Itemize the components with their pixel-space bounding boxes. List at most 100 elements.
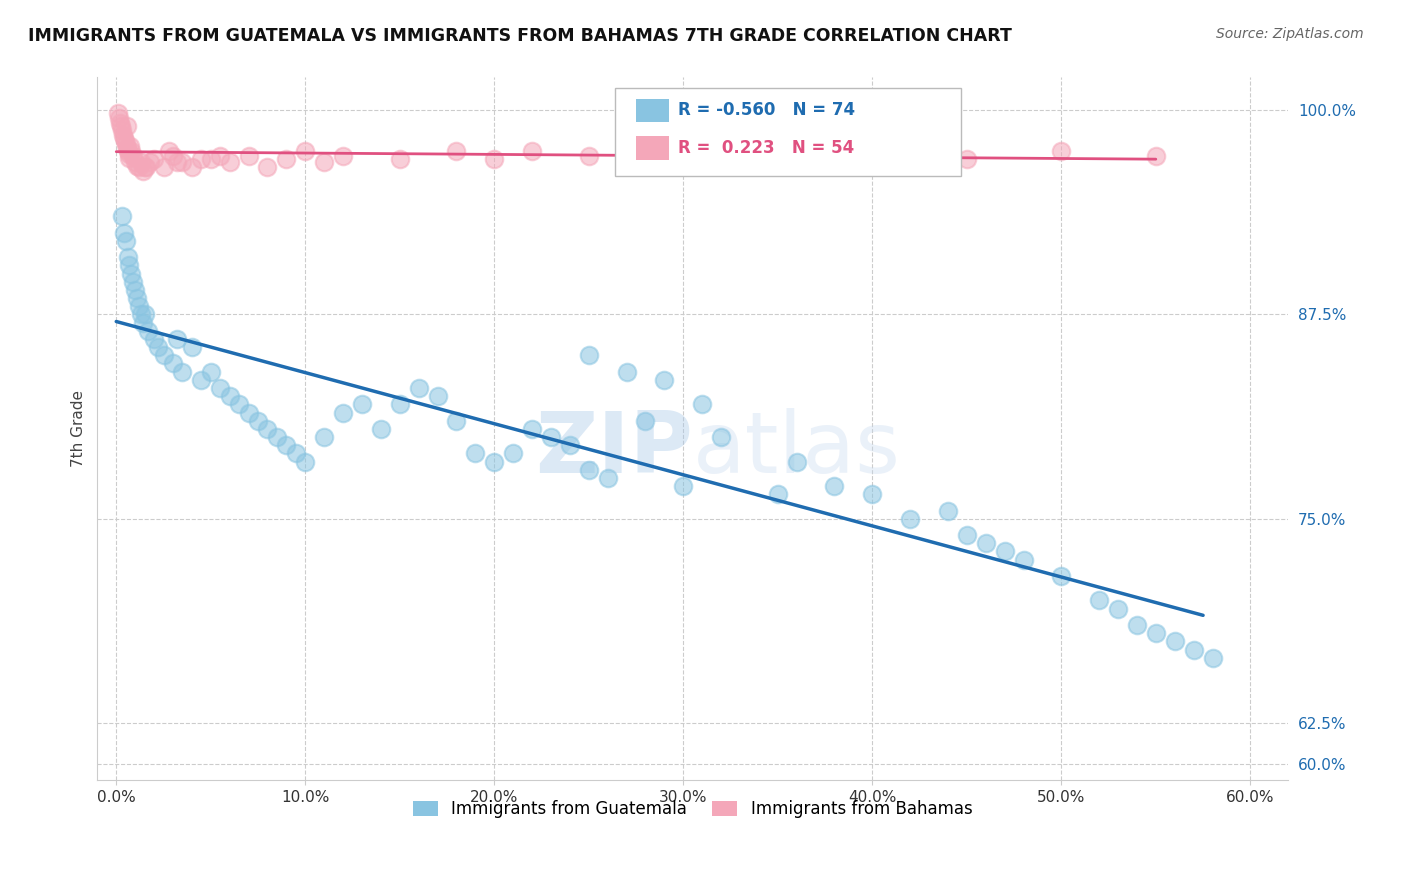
Point: [125, 159, 148, 173]
Point: [200, 365, 222, 379]
Point: [111, 128, 134, 142]
Point: [134, 308, 156, 322]
Point: [634, 414, 657, 428]
Point: [135, 161, 157, 175]
Point: [157, 144, 180, 158]
Point: [218, 155, 240, 169]
Point: [139, 155, 162, 169]
Point: [672, 144, 695, 158]
Point: [132, 316, 155, 330]
Y-axis label: 7th Grade: 7th Grade: [72, 391, 86, 467]
Point: [446, 414, 468, 428]
Point: [180, 340, 202, 354]
Point: [132, 163, 155, 178]
Point: [143, 152, 166, 166]
Point: [596, 471, 619, 485]
Point: [143, 332, 166, 346]
Point: [1050, 569, 1073, 583]
Point: [128, 299, 150, 313]
Point: [1144, 149, 1167, 163]
Point: [190, 152, 212, 166]
Point: [294, 454, 316, 468]
Point: [114, 137, 136, 152]
Point: [766, 149, 789, 163]
Point: [120, 139, 142, 153]
Point: [209, 381, 232, 395]
Point: [256, 422, 278, 436]
Point: [129, 308, 152, 322]
Point: [1201, 650, 1223, 665]
Point: [634, 152, 657, 166]
Point: [256, 161, 278, 175]
Point: [238, 149, 260, 163]
Point: [266, 430, 288, 444]
Point: [152, 161, 174, 175]
Point: [332, 149, 354, 163]
Point: [276, 438, 298, 452]
Point: [1144, 626, 1167, 640]
Point: [200, 152, 222, 166]
Point: [134, 161, 156, 175]
Point: [128, 161, 150, 175]
Point: [446, 144, 468, 158]
Point: [690, 397, 713, 411]
Point: [578, 149, 600, 163]
Point: [502, 446, 524, 460]
Point: [766, 487, 789, 501]
Point: [1164, 634, 1187, 648]
Point: [112, 131, 135, 145]
Point: [860, 487, 883, 501]
Point: [138, 324, 160, 338]
Point: [672, 479, 695, 493]
Text: Source: ZipAtlas.com: Source: ZipAtlas.com: [1216, 27, 1364, 41]
Point: [578, 348, 600, 362]
Point: [1126, 618, 1149, 632]
Point: [228, 397, 250, 411]
Point: [162, 356, 184, 370]
Point: [117, 147, 139, 161]
Point: [112, 226, 135, 240]
Point: [162, 149, 184, 163]
Point: [276, 152, 298, 166]
Point: [115, 120, 138, 134]
Point: [108, 116, 131, 130]
Point: [122, 275, 145, 289]
Point: [578, 463, 600, 477]
Point: [314, 155, 336, 169]
Point: [540, 430, 562, 444]
Point: [1050, 144, 1073, 158]
Point: [284, 446, 307, 460]
Point: [370, 422, 392, 436]
Point: [120, 267, 142, 281]
Point: [994, 544, 1017, 558]
Point: [974, 536, 997, 550]
Point: [294, 144, 316, 158]
Point: [388, 152, 411, 166]
Point: [114, 234, 136, 248]
Point: [114, 134, 136, 148]
Point: [108, 112, 131, 126]
Point: [484, 454, 506, 468]
Bar: [636, 136, 669, 160]
Point: [118, 259, 141, 273]
Point: [426, 389, 449, 403]
Point: [146, 340, 169, 354]
Point: [166, 332, 188, 346]
Text: R =  0.223   N = 54: R = 0.223 N = 54: [679, 139, 855, 157]
Point: [710, 430, 733, 444]
Point: [110, 120, 132, 134]
Point: [408, 381, 430, 395]
Point: [117, 144, 139, 158]
Point: [786, 454, 808, 468]
Point: [332, 405, 354, 419]
Point: [616, 365, 638, 379]
Point: [111, 122, 134, 136]
Text: ZIP: ZIP: [536, 409, 693, 491]
Point: [238, 405, 260, 419]
Point: [558, 438, 581, 452]
Point: [520, 422, 543, 436]
Text: IMMIGRANTS FROM GUATEMALA VS IMMIGRANTS FROM BAHAMAS 7TH GRADE CORRELATION CHART: IMMIGRANTS FROM GUATEMALA VS IMMIGRANTS …: [28, 27, 1012, 45]
Text: atlas: atlas: [693, 409, 901, 491]
Point: [124, 155, 146, 169]
Point: [350, 397, 373, 411]
